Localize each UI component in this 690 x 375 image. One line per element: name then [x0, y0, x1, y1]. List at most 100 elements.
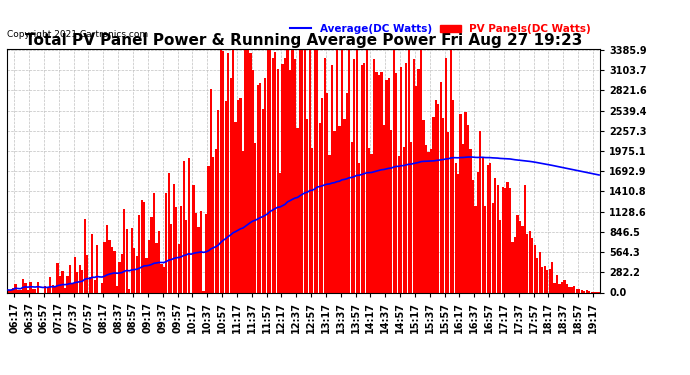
Bar	[136, 256, 138, 292]
Bar	[133, 248, 135, 292]
Bar	[264, 78, 266, 292]
Bar	[336, 47, 338, 292]
Bar	[291, 40, 293, 292]
Bar	[153, 194, 155, 292]
Bar	[160, 264, 163, 292]
Bar	[588, 291, 590, 292]
Bar	[450, 10, 452, 292]
Bar	[124, 209, 126, 292]
Bar	[348, 29, 351, 292]
Bar	[177, 244, 180, 292]
Bar	[403, 147, 405, 292]
Bar	[138, 215, 140, 292]
Bar	[544, 266, 546, 292]
Bar	[324, 58, 326, 292]
Bar	[64, 288, 66, 292]
Bar	[435, 100, 437, 292]
Bar	[482, 156, 484, 292]
Bar	[269, 0, 271, 292]
Bar	[314, 36, 316, 292]
Bar	[180, 206, 182, 292]
Bar	[346, 93, 348, 292]
Bar	[54, 287, 56, 292]
Bar	[408, 47, 410, 292]
Bar	[22, 279, 24, 292]
Bar	[195, 213, 197, 292]
Bar	[561, 282, 563, 292]
Bar	[524, 184, 526, 292]
Bar	[486, 165, 489, 292]
Bar	[575, 289, 578, 292]
Bar	[509, 189, 511, 292]
Bar	[355, 0, 358, 292]
Bar	[358, 163, 360, 292]
Bar	[363, 63, 365, 292]
Bar	[440, 82, 442, 292]
Bar	[341, 0, 343, 292]
Bar	[113, 251, 115, 292]
Bar	[47, 288, 49, 292]
Bar	[77, 272, 79, 292]
Bar	[252, 70, 254, 292]
Bar	[227, 53, 229, 292]
Bar	[14, 285, 17, 292]
Bar	[417, 69, 420, 292]
Bar	[462, 144, 464, 292]
Bar	[79, 265, 81, 292]
Bar	[24, 283, 26, 292]
Bar	[163, 267, 165, 292]
Bar	[74, 257, 76, 292]
Bar	[168, 172, 170, 292]
Bar	[533, 245, 536, 292]
Bar	[235, 122, 237, 292]
Bar	[353, 59, 355, 292]
Bar	[378, 75, 380, 292]
Bar	[469, 148, 471, 292]
Bar	[447, 132, 449, 292]
Bar	[286, 0, 288, 292]
Bar	[215, 149, 217, 292]
Bar	[593, 291, 595, 292]
Bar	[239, 98, 241, 292]
Bar	[247, 44, 249, 292]
Bar	[106, 225, 108, 292]
Bar	[427, 152, 430, 292]
Bar	[442, 118, 444, 292]
Bar	[516, 215, 519, 292]
Bar	[566, 284, 568, 292]
Bar	[420, 21, 422, 292]
Bar	[299, 0, 301, 292]
Bar	[452, 100, 454, 292]
Bar	[279, 173, 282, 292]
Bar	[66, 276, 68, 292]
Bar	[175, 207, 177, 292]
Bar	[455, 163, 457, 292]
Bar	[96, 245, 98, 292]
Bar	[101, 283, 104, 292]
Bar	[12, 288, 14, 292]
Bar	[222, 51, 224, 292]
Bar	[262, 110, 264, 292]
Bar	[108, 240, 110, 292]
Bar	[170, 224, 172, 292]
Bar	[197, 227, 199, 292]
Bar	[502, 188, 504, 292]
Bar	[185, 219, 187, 292]
Bar	[506, 182, 509, 292]
Bar	[116, 286, 118, 292]
Bar	[368, 148, 371, 292]
Bar	[539, 252, 541, 292]
Bar	[522, 226, 524, 292]
Bar	[257, 86, 259, 292]
Bar	[166, 193, 168, 292]
Bar	[150, 217, 152, 292]
Bar	[433, 117, 435, 292]
Bar	[444, 58, 447, 292]
Bar	[556, 274, 558, 292]
Bar	[49, 277, 51, 292]
Bar	[284, 58, 286, 292]
Bar	[460, 114, 462, 292]
Bar	[430, 149, 432, 292]
Bar	[104, 242, 106, 292]
Bar	[19, 290, 21, 292]
